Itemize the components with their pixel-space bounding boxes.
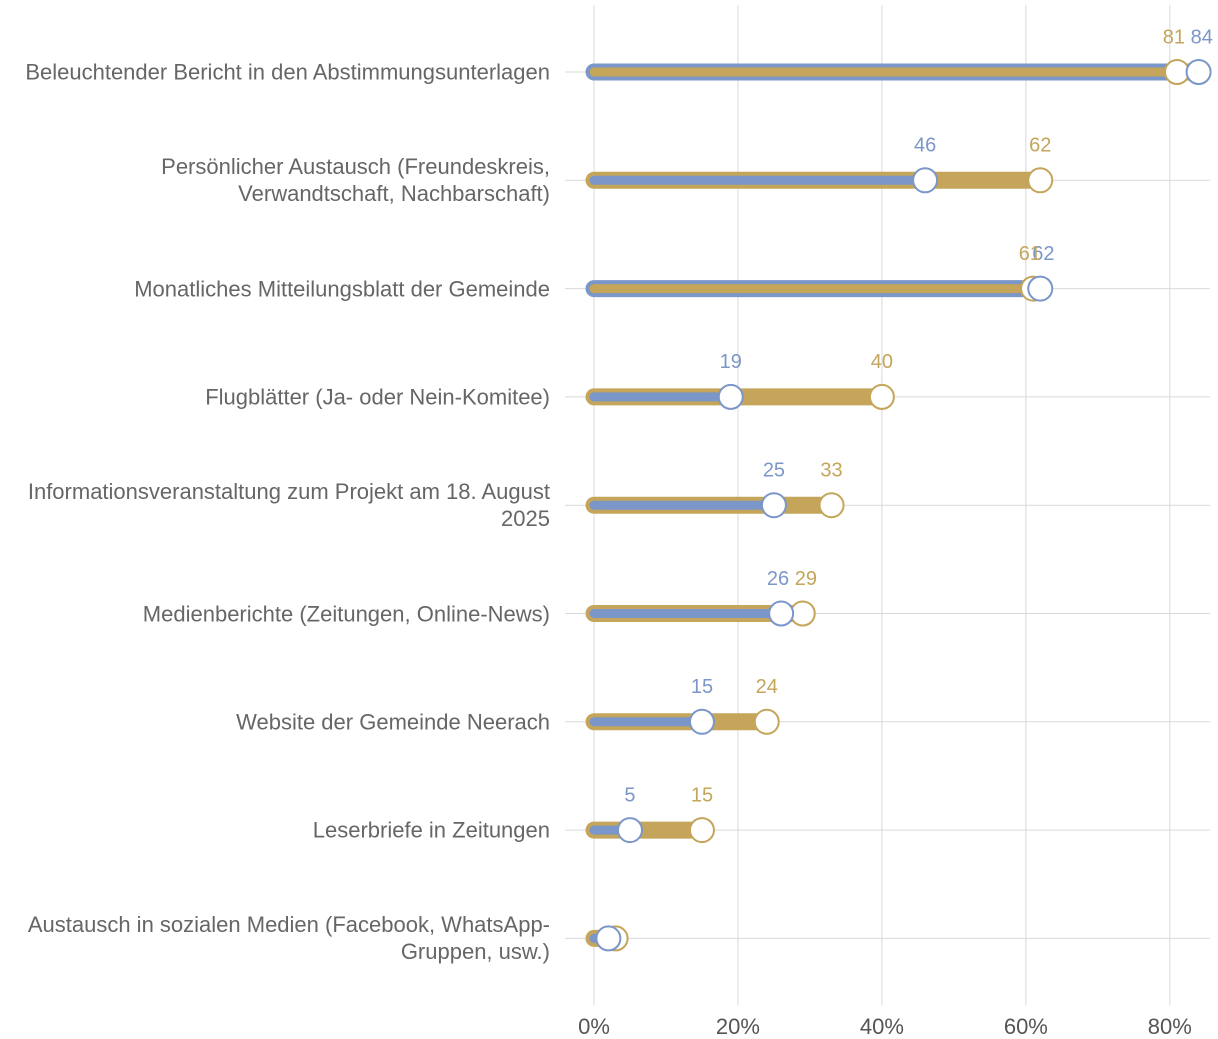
value-label: 33 — [820, 459, 842, 481]
value-label: 24 — [756, 676, 778, 698]
dot — [753, 708, 780, 735]
dot — [789, 600, 816, 627]
dot — [768, 600, 795, 627]
dot — [1027, 275, 1054, 302]
value-label: 25 — [763, 459, 785, 481]
value-label: 62 — [1029, 135, 1051, 157]
dots — [595, 59, 1212, 952]
value-label: 29 — [795, 568, 817, 590]
dot — [717, 383, 744, 410]
x-tick-label: 80% — [1148, 1014, 1192, 1039]
category-label: Informationsveranstaltung zum Projekt am… — [27, 479, 550, 532]
category-label: Persönlicher Austausch (Freundeskreis, V… — [161, 154, 550, 207]
dot — [1164, 59, 1191, 85]
category-label: Austausch in sozialen Medien (Facebook, … — [27, 912, 550, 965]
value-label: 15 — [691, 676, 713, 698]
value-label: 46 — [914, 135, 936, 157]
category-label: Website der Gemeinde Neerach — [236, 709, 550, 735]
bars — [585, 63, 1208, 947]
dot — [760, 492, 787, 519]
dot — [616, 817, 643, 844]
category-label: Beleuchtender Bericht in den Abstimmungs… — [25, 59, 550, 85]
value-label: 19 — [720, 351, 742, 373]
category-label: Flugblätter (Ja- oder Nein-Komitee) — [205, 384, 550, 410]
value-label: 81 — [1163, 26, 1185, 48]
value-label: 26 — [767, 568, 789, 590]
value-label: 62 — [1032, 243, 1054, 265]
dot — [912, 167, 939, 194]
category-label: Monatliches Mitteilungsblatt der Gemeind… — [134, 276, 550, 302]
value-label: 15 — [691, 784, 713, 806]
dot — [868, 383, 895, 410]
dot — [818, 492, 845, 519]
value-label: 5 — [624, 784, 635, 806]
dot — [1027, 167, 1054, 194]
value-label: 40 — [871, 351, 893, 373]
dot — [688, 708, 715, 735]
value-label: 84 — [1191, 26, 1213, 48]
x-tick-label: 0% — [578, 1014, 610, 1039]
dot — [595, 925, 622, 952]
dot — [1185, 59, 1212, 85]
x-tick-label: 40% — [860, 1014, 904, 1039]
x-tick-label: 20% — [716, 1014, 760, 1039]
category-label: Leserbriefe in Zeitungen — [312, 817, 550, 843]
x-tick-label: 60% — [1004, 1014, 1048, 1039]
value-label: 61 — [1019, 243, 1041, 265]
category-label: Medienberichte (Zeitungen, Online-News) — [142, 601, 550, 626]
dot — [688, 817, 715, 844]
